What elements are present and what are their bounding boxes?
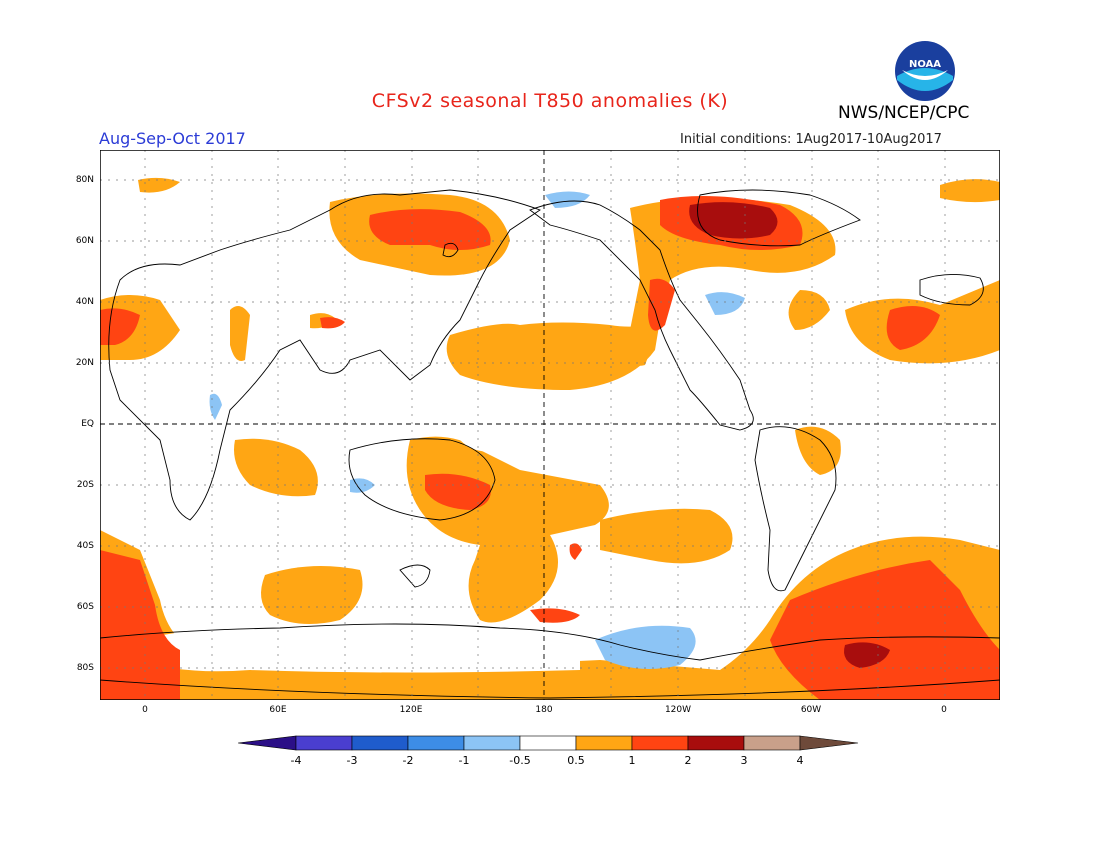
legend-swatch [743,735,801,751]
legend-tick-label: 0.5 [567,754,585,767]
legend-tick-label: -3 [347,754,358,767]
temperature-anomaly-map [100,150,1000,700]
legend-swatch [351,735,409,751]
legend-swatch [407,735,465,751]
anomaly-regions-cool [209,191,745,669]
lat-label: 80N [75,175,94,185]
initial-conditions-label: Initial conditions: 1Aug2017-10Aug2017 [680,132,942,147]
lon-label: 180 [535,705,553,715]
lon-label: 60E [269,705,287,715]
legend-tick-label: -4 [291,754,302,767]
legend-swatch [463,735,521,751]
legend-arrow-low [238,735,297,751]
legend-tick-label: 3 [741,754,748,767]
anomaly-regions-strong-warm [689,202,890,668]
reference-lines [100,150,1000,700]
legend-arrow-high [799,735,859,751]
legend-tick-label: 1 [629,754,636,767]
lon-label: 60W [800,705,822,715]
map-title: CFSv2 seasonal T850 anomalies (K) [371,90,729,112]
logo-text: NOAA [909,59,941,70]
legend-tick-label: -0.5 [509,754,530,767]
season-label: Aug-Sep-Oct 2017 [99,129,246,148]
lon-label: 120E [399,705,423,715]
agency-label: NWS/NCEP/CPC [838,103,970,123]
noaa-logo: NOAA [895,41,955,101]
legend-swatch [295,735,353,751]
lat-label: 20S [76,480,94,490]
legend-swatch [519,735,577,751]
lat-label: 40S [76,541,94,551]
lat-lon-grid [100,150,1000,700]
lat-label: 60S [76,602,94,612]
color-legend: -4 -3 -2 -1 -0.5 0.5 1 2 3 4 [238,735,859,767]
coastlines [100,189,1000,699]
lat-label: 20N [75,358,94,368]
lat-label: EQ [81,419,94,429]
lon-label: 120W [664,705,692,715]
lon-label: 0 [941,705,947,715]
legend-tick-label: 4 [797,754,804,767]
legend-swatch [575,735,633,751]
legend-tick-label: 2 [685,754,692,767]
lon-label: 0 [142,705,148,715]
lat-label: 60N [75,236,94,246]
legend-tick-label: -1 [459,754,470,767]
lat-label: 40N [75,297,94,307]
legend-swatch [687,735,745,751]
legend-swatch [631,735,689,751]
lat-label: 80S [76,663,94,673]
legend-tick-label: -2 [403,754,414,767]
